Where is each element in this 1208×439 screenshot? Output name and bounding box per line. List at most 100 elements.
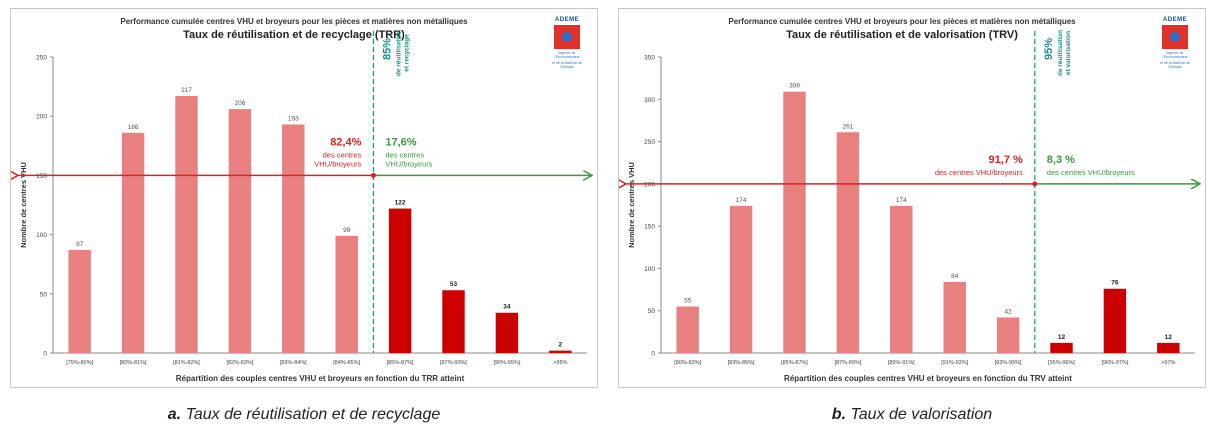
x-tick-label: [81%-82%[	[173, 360, 200, 366]
x-tick-label: [89%-91%[	[888, 360, 915, 366]
bar-value-label: 174	[896, 197, 907, 204]
logo-subtitle-2: et de la Maîtrise de l'Energie	[1160, 61, 1190, 69]
globe-icon	[562, 32, 572, 42]
bar-value-label: 87	[76, 241, 84, 248]
left-annotation-text: VHU/broyeurs	[314, 159, 361, 168]
bar	[442, 290, 465, 353]
logo-square	[1162, 25, 1188, 49]
threshold-value: 85%	[381, 38, 393, 60]
ademe-logo: ADEME Agence de l'Environnement et de la…	[547, 17, 587, 69]
y-tick-label: 150	[644, 224, 655, 231]
x-tick-label: [95%-96%[	[1048, 360, 1075, 366]
x-tick-label: >97%	[1161, 360, 1175, 366]
y-tick-label: 100	[36, 232, 47, 239]
threshold-label-2: et recyclage	[403, 34, 410, 72]
bar	[729, 205, 753, 353]
chart-suptitle: Performance cumulée centres VHU et broye…	[728, 17, 1076, 26]
arrow-origin-dot	[370, 172, 376, 178]
y-tick-label: 50	[648, 308, 656, 315]
bar	[996, 317, 1020, 353]
bar-value-label: 193	[288, 115, 299, 122]
chart-trr: Performance cumulée centres VHU et broye…	[11, 17, 597, 383]
bar	[282, 124, 305, 353]
y-tick-label: 0	[43, 351, 47, 358]
threshold-label-1: de réutilisation	[1057, 30, 1064, 76]
x-tick-label: [80%-83%[	[674, 360, 701, 366]
x-tick-label: [75%-80%[	[66, 360, 93, 366]
bar	[549, 350, 572, 353]
right-percent: 17,6%	[385, 136, 416, 148]
bar	[1050, 342, 1073, 353]
bar-value-label: 99	[343, 227, 351, 234]
y-tick-label: 250	[36, 55, 47, 62]
x-tick-label: [85%-87%[	[781, 360, 808, 366]
y-tick-label: 200	[644, 181, 655, 188]
x-tick-label: [91%-93%[	[941, 360, 968, 366]
bar	[335, 235, 358, 353]
left-percent: 91,7 %	[989, 154, 1023, 166]
logo-subtitle-1: Agence de l'Environnement	[554, 51, 580, 59]
bar	[890, 205, 913, 353]
y-tick-label: 150	[36, 173, 47, 180]
bar-value-label: 261	[842, 123, 853, 130]
bar-value-label: 186	[128, 124, 139, 131]
right-annotation-text: VHU/broyeurs	[385, 159, 432, 168]
x-tick-label: [82%-83%[	[226, 360, 253, 366]
y-tick-label: 200	[36, 114, 47, 121]
bar-value-label: 55	[684, 297, 692, 304]
x-tick-label: [84%-85%[	[333, 360, 360, 366]
chart-title: Taux de réutilisation et de recyclage (T…	[183, 29, 405, 41]
bar	[228, 109, 252, 353]
bar-value-label: 34	[503, 304, 511, 311]
x-tick-label: >95%	[553, 360, 567, 366]
y-axis-label: Nombre de centres VHU	[627, 162, 636, 248]
y-tick-label: 100	[644, 266, 655, 273]
bar-value-label: 309	[789, 83, 800, 90]
globe-icon	[1170, 32, 1180, 42]
bar	[1157, 342, 1180, 353]
bar-value-label: 42	[1004, 308, 1012, 315]
right-annotation-text: des centres VHU/broyeurs	[1047, 168, 1135, 177]
bar-value-label: 76	[1111, 280, 1119, 287]
x-axis-label: Répartition des couples centres VHU et b…	[176, 374, 465, 383]
threshold-value: 95%	[1043, 38, 1055, 60]
caption-text: Taux de réutilisation et de recyclage	[185, 406, 441, 423]
x-tick-label: [80%-81%[	[120, 360, 147, 366]
x-tick-label: [85%-87%[	[387, 360, 414, 366]
chart-panel-trv: Performance cumulée centres VHU et broye…	[618, 8, 1206, 388]
bar-value-label: 12	[1058, 334, 1066, 341]
bar	[1103, 288, 1127, 353]
bar-value-label: 2	[558, 342, 562, 349]
threshold-label-2: et valorisation	[1065, 31, 1072, 75]
bar	[68, 249, 91, 353]
x-tick-label: [83%-85%[	[728, 360, 755, 366]
bar	[676, 306, 699, 353]
logo-square	[554, 25, 580, 49]
ademe-logo: ADEME Agence de l'Environnement et de la…	[1155, 17, 1195, 69]
bar-value-label: 217	[181, 87, 192, 94]
bar-value-label: 122	[395, 200, 406, 207]
x-tick-label: [96%-97%[	[1101, 360, 1128, 366]
bar-value-label: 12	[1165, 334, 1173, 341]
left-annotation-text: des centres	[323, 150, 362, 159]
bar-value-label: 84	[951, 273, 959, 280]
y-tick-label: 300	[644, 97, 655, 104]
caption-a: a. Taux de réutilisation et de recyclage	[10, 406, 598, 424]
threshold-label-1: de réutilisation	[395, 30, 402, 76]
chart-panel-trr: Performance cumulée centres VHU et broye…	[10, 8, 598, 388]
caption-letter: b.	[831, 406, 847, 423]
x-tick-label: [87%-90%[	[440, 360, 467, 366]
bar	[836, 132, 860, 353]
y-tick-label: 50	[40, 291, 48, 298]
right-annotation-text: des centres	[385, 150, 424, 159]
right-percent: 8,3 %	[1047, 154, 1075, 166]
y-tick-label: 250	[644, 139, 655, 146]
logo-name: ADEME	[1162, 17, 1188, 23]
caption-b: b. Taux de valorisation	[618, 406, 1206, 424]
arrow-origin-dot	[1032, 181, 1038, 187]
y-axis-label: Nombre de centres VHU	[19, 162, 28, 248]
chart-suptitle: Performance cumulée centres VHU et broye…	[120, 17, 468, 26]
bar-value-label: 174	[736, 197, 747, 204]
caption-text: Taux de valorisation	[850, 406, 993, 423]
x-tick-label: [83%-84%[	[280, 360, 307, 366]
